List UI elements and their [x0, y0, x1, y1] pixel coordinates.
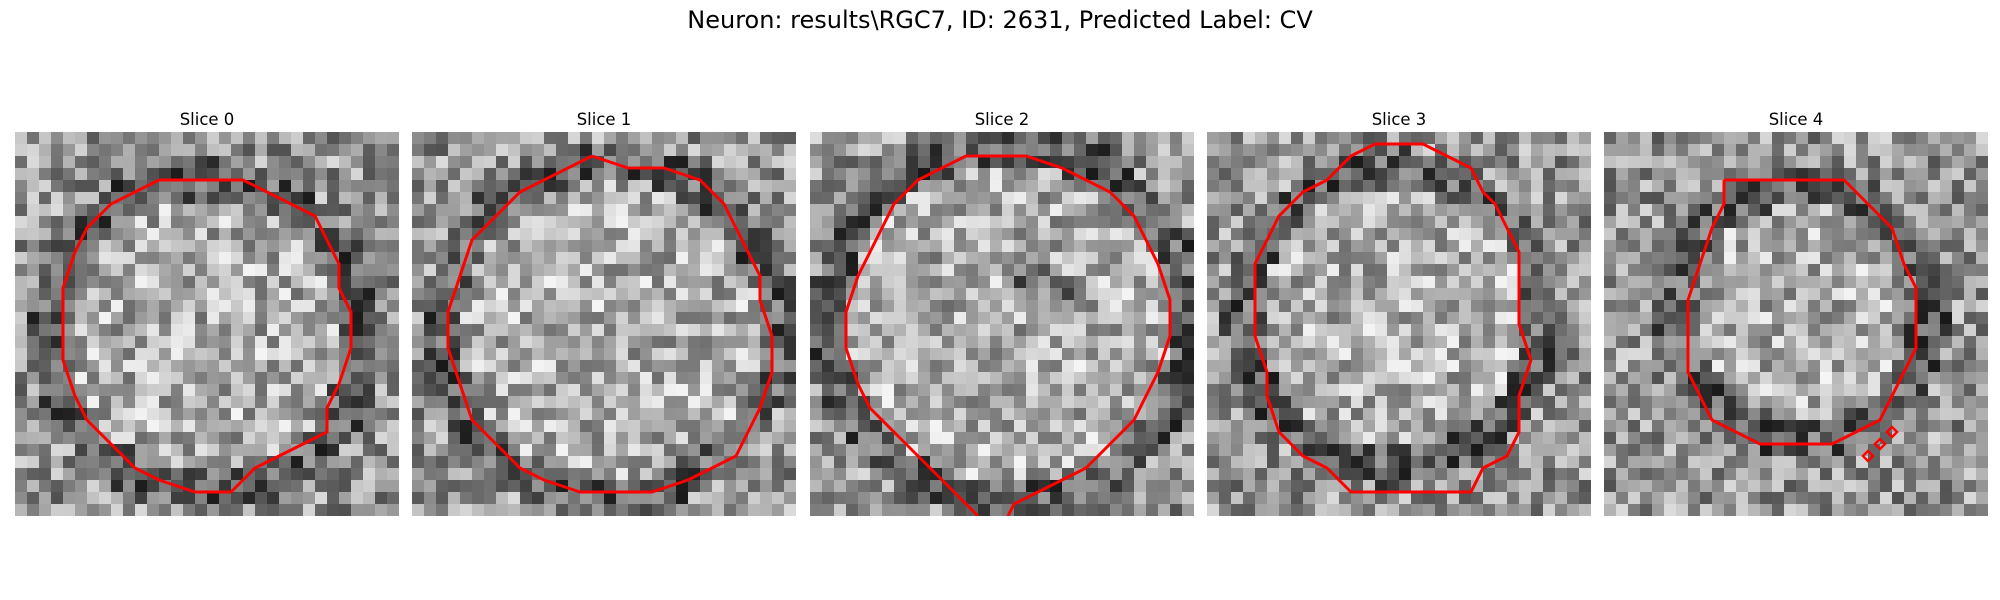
contour-marker	[1873, 437, 1887, 451]
slice-image-2	[810, 132, 1194, 516]
slice-image-1	[412, 132, 796, 516]
slice-panel-3: Slice 3	[1207, 108, 1591, 516]
slice-title-2: Slice 2	[974, 110, 1030, 129]
slice-title-3: Slice 3	[1371, 110, 1427, 129]
neuron-contour	[844, 154, 1172, 516]
slice-image-3	[1207, 132, 1591, 516]
figure-title: Neuron: results\RGC7, ID: 2631, Predicte…	[687, 6, 1313, 34]
slice-image-4	[1604, 132, 1988, 516]
contour-marker	[1885, 425, 1899, 439]
neuron-contour	[446, 154, 774, 494]
slice-title-1: Slice 1	[576, 110, 632, 129]
slice-panel-2: Slice 2	[810, 108, 1194, 516]
slice-title-4: Slice 4	[1768, 110, 1824, 129]
slice-image-0	[15, 132, 399, 516]
slice-panel-1: Slice 1	[412, 108, 796, 516]
slice-panel-4: Slice 4	[1604, 108, 1988, 516]
slice-title-0: Slice 0	[179, 110, 235, 129]
neuron-contour	[1253, 142, 1533, 494]
neuron-contour	[1686, 178, 1918, 446]
slice-panel-0: Slice 0	[15, 108, 399, 516]
neuron-contour	[61, 178, 353, 494]
contour-marker	[1861, 449, 1875, 463]
